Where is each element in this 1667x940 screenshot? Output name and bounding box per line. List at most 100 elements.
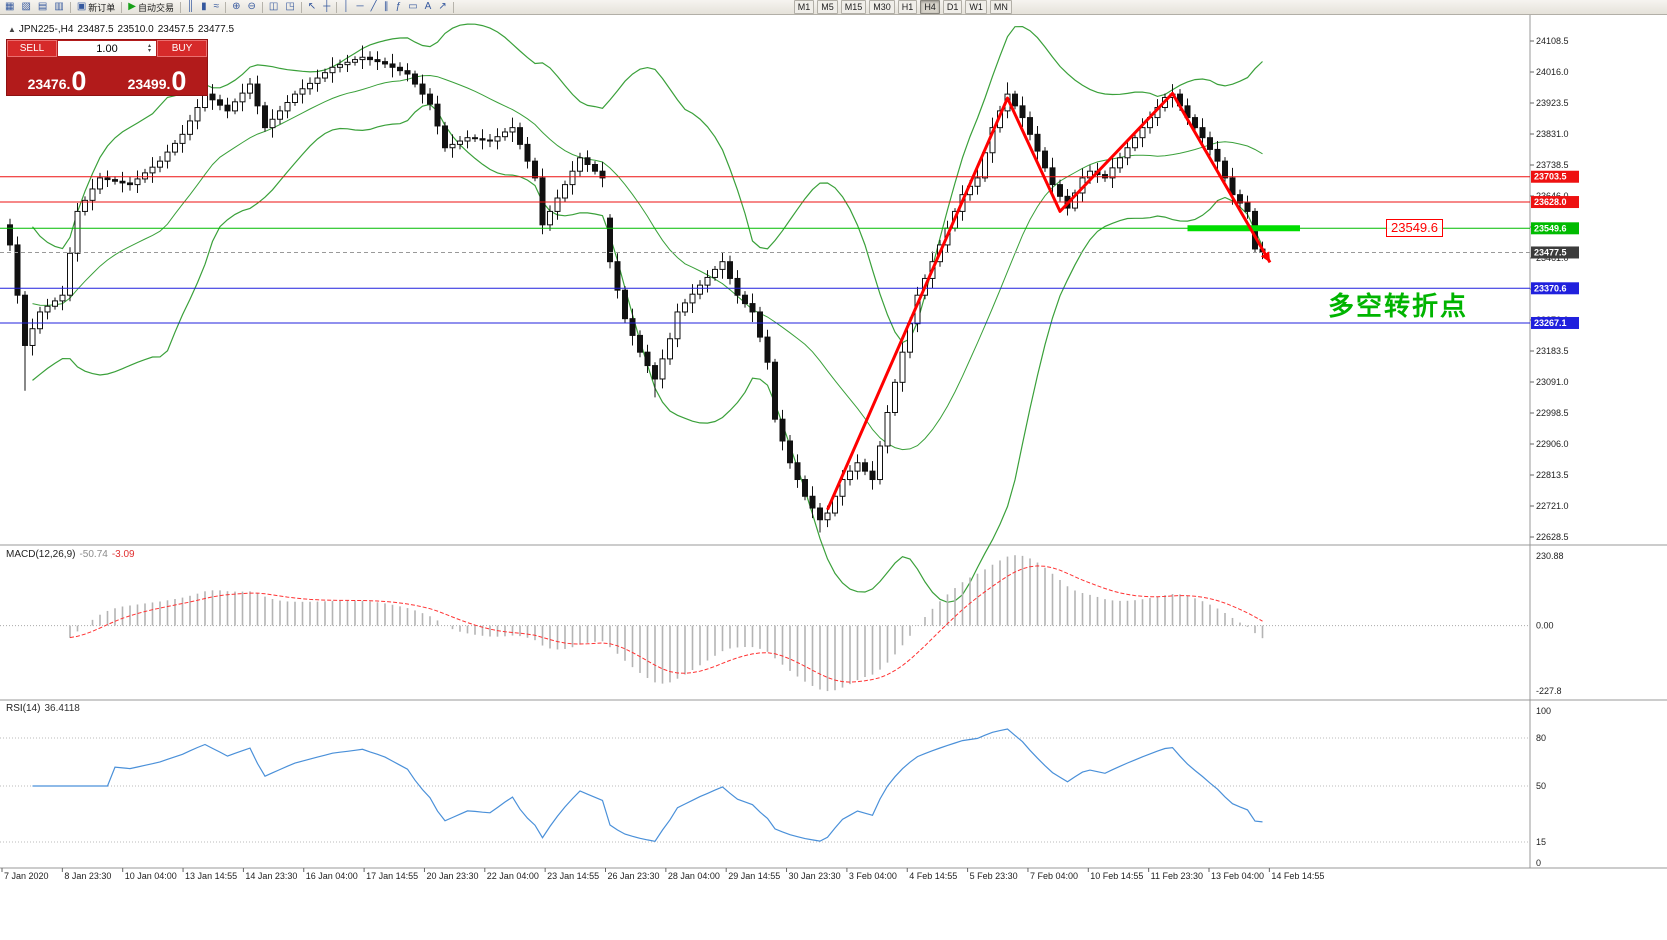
svg-text:22721.0: 22721.0 bbox=[1536, 501, 1569, 511]
macd-signal-value: -3.09 bbox=[111, 549, 135, 560]
fibonacci-tool-button[interactable]: ƒ bbox=[393, 0, 405, 15]
svg-text:23831.0: 23831.0 bbox=[1536, 129, 1569, 139]
vertical-line-tool-button[interactable]: │ bbox=[340, 0, 352, 15]
buy-button[interactable]: BUY bbox=[157, 40, 207, 57]
svg-text:26 Jan 23:30: 26 Jan 23:30 bbox=[608, 871, 660, 881]
svg-text:0.00: 0.00 bbox=[1536, 621, 1554, 631]
buy-price[interactable]: 23499. 0 bbox=[107, 57, 207, 95]
price-callout-label: 23549.6 bbox=[1386, 219, 1443, 237]
timeframe-h1-button[interactable]: H1 bbox=[897, 0, 918, 14]
market-watch-icon: ▤ bbox=[37, 1, 48, 12]
svg-text:50: 50 bbox=[1536, 781, 1546, 791]
svg-text:230.88: 230.88 bbox=[1536, 551, 1564, 561]
toolbar-separator bbox=[180, 1, 181, 13]
svg-text:23628.0: 23628.0 bbox=[1534, 197, 1567, 207]
tile-windows-button[interactable]: ◫ bbox=[266, 0, 281, 15]
svg-text:13 Jan 14:55: 13 Jan 14:55 bbox=[185, 871, 237, 881]
svg-text:29 Jan 14:55: 29 Jan 14:55 bbox=[728, 871, 780, 881]
timeframe-h4-button[interactable]: H4 bbox=[920, 0, 940, 14]
svg-text:30 Jan 23:30: 30 Jan 23:30 bbox=[789, 871, 841, 881]
crosshair-icon: ┼ bbox=[323, 1, 331, 12]
rsi-panel: 100 80 50 15 0 bbox=[0, 706, 1551, 868]
chart-profiles-icon: ▧ bbox=[21, 1, 31, 12]
arrows-tool-icon: ↗ bbox=[438, 1, 447, 12]
toolbar-separator bbox=[225, 1, 227, 13]
trend-line bbox=[826, 91, 1272, 511]
line-chart-mode-button[interactable]: ≈ bbox=[211, 0, 223, 15]
chart-marker-icon: ▲ bbox=[8, 25, 16, 34]
chart-annotation-text: 多空转折点 bbox=[1328, 291, 1469, 321]
text-tool-button[interactable]: A bbox=[422, 0, 435, 15]
lot-decrease-icon[interactable]: ▾ bbox=[147, 47, 151, 54]
zoom-in-icon: ⊕ bbox=[232, 1, 241, 12]
lot-increase-icon[interactable]: ▴ bbox=[147, 42, 151, 49]
zoom-in-button[interactable]: ⊕ bbox=[229, 0, 243, 15]
candle-chart-mode-button[interactable]: ▮ bbox=[198, 0, 210, 15]
svg-text:23477.5: 23477.5 bbox=[1534, 247, 1567, 257]
low-value: 23457.5 bbox=[157, 24, 194, 35]
svg-text:20 Jan 23:30: 20 Jan 23:30 bbox=[426, 871, 478, 881]
buy-price-main: 23499. bbox=[127, 76, 171, 92]
macd-indicator-label: MACD(12,26,9) -50.74 -3.09 bbox=[6, 549, 135, 560]
macd-title: MACD(12,26,9) bbox=[6, 549, 76, 560]
open-value: 23487.5 bbox=[77, 24, 114, 35]
chart-canvas[interactable]: 24108.5 24016.0 23923.5 23831.0 23738.5 23646… bbox=[0, 15, 1667, 940]
sell-price-main: 23476. bbox=[27, 76, 71, 92]
timeframe-d1-button[interactable]: D1 bbox=[942, 0, 963, 14]
sell-button[interactable]: SELL bbox=[7, 40, 57, 57]
lot-size-input[interactable]: 1.00 ▴ ▾ bbox=[58, 41, 156, 56]
horizontal-line-tool-button[interactable]: ─ bbox=[354, 0, 367, 15]
chart-area[interactable]: 24108.5 24016.0 23923.5 23831.0 23738.5 23646… bbox=[0, 15, 1667, 940]
toolbar-separator bbox=[69, 1, 71, 13]
price-axis: 24108.5 24016.0 23923.5 23831.0 23738.5 23646… bbox=[1530, 36, 1579, 542]
svg-text:22906.0: 22906.0 bbox=[1536, 439, 1569, 449]
svg-text:11 Feb 23:30: 11 Feb 23:30 bbox=[1151, 871, 1203, 881]
svg-text:15: 15 bbox=[1536, 837, 1546, 847]
autotrading-label: 自动交易 bbox=[137, 2, 174, 13]
timeframe-m5-button[interactable]: M5 bbox=[817, 0, 838, 14]
timeframe-m30-button[interactable]: M30 bbox=[869, 0, 895, 14]
market-watch-button[interactable]: ▤ bbox=[35, 0, 50, 15]
sell-price[interactable]: 23476. 0 bbox=[7, 57, 107, 95]
svg-text:14 Jan 23:30: 14 Jan 23:30 bbox=[245, 871, 297, 881]
timeframe-w1-button[interactable]: W1 bbox=[965, 0, 987, 14]
svg-text:80: 80 bbox=[1536, 733, 1546, 743]
timeframe-m15-button[interactable]: M15 bbox=[840, 0, 867, 14]
cursor-button[interactable]: ↖ bbox=[305, 0, 319, 15]
svg-text:23091.0: 23091.0 bbox=[1536, 377, 1569, 387]
svg-text:23183.5: 23183.5 bbox=[1536, 346, 1569, 356]
new-order-button[interactable]: ▣ 新订单 bbox=[74, 0, 118, 15]
zoom-out-button[interactable]: ⊖ bbox=[245, 0, 259, 15]
svg-text:22998.5: 22998.5 bbox=[1536, 408, 1569, 418]
cascade-windows-icon: ◳ bbox=[285, 1, 295, 12]
svg-text:8 Jan 23:30: 8 Jan 23:30 bbox=[64, 871, 111, 881]
data-window-button[interactable]: ▥ bbox=[51, 0, 66, 15]
crosshair-button[interactable]: ┼ bbox=[320, 0, 333, 15]
svg-text:7 Jan 2020: 7 Jan 2020 bbox=[4, 871, 49, 881]
macd-main-value: -50.74 bbox=[79, 549, 108, 560]
rsi-indicator-label: RSI(14) 36.4118 bbox=[6, 703, 80, 714]
arrows-tool-button[interactable]: ↗ bbox=[435, 0, 449, 15]
timeframe-mn-button[interactable]: MN bbox=[989, 0, 1012, 14]
chart-profiles-button[interactable]: ▧ bbox=[18, 0, 33, 15]
svg-text:22 Jan 04:00: 22 Jan 04:00 bbox=[487, 871, 539, 881]
svg-text:5 Feb 23:30: 5 Feb 23:30 bbox=[970, 871, 1018, 881]
cascade-windows-button[interactable]: ◳ bbox=[282, 0, 297, 15]
channel-tool-button[interactable]: ∥ bbox=[381, 0, 392, 15]
candle-chart-mode-icon: ▮ bbox=[201, 1, 207, 12]
sell-price-big-digit: 0 bbox=[71, 66, 87, 96]
candles bbox=[7, 45, 1266, 533]
close-value: 23477.5 bbox=[197, 24, 235, 35]
trendline-tool-button[interactable]: ╱ bbox=[368, 0, 380, 15]
timeframe-m1-button[interactable]: M1 bbox=[793, 0, 815, 14]
bollinger-bands bbox=[32, 23, 1264, 603]
autotrading-button[interactable]: ▶ 自动交易 bbox=[125, 0, 177, 15]
svg-text:4 Feb 14:55: 4 Feb 14:55 bbox=[909, 871, 957, 881]
new-chart-button[interactable]: ▦ bbox=[2, 0, 17, 15]
bar-chart-mode-button[interactable]: ║ bbox=[184, 0, 197, 15]
fibonacci-tool-icon: ƒ bbox=[395, 1, 402, 12]
shapes-tool-button[interactable]: ▭ bbox=[405, 0, 420, 15]
tile-windows-icon: ◫ bbox=[268, 1, 279, 12]
svg-text:-227.8: -227.8 bbox=[1536, 686, 1562, 696]
